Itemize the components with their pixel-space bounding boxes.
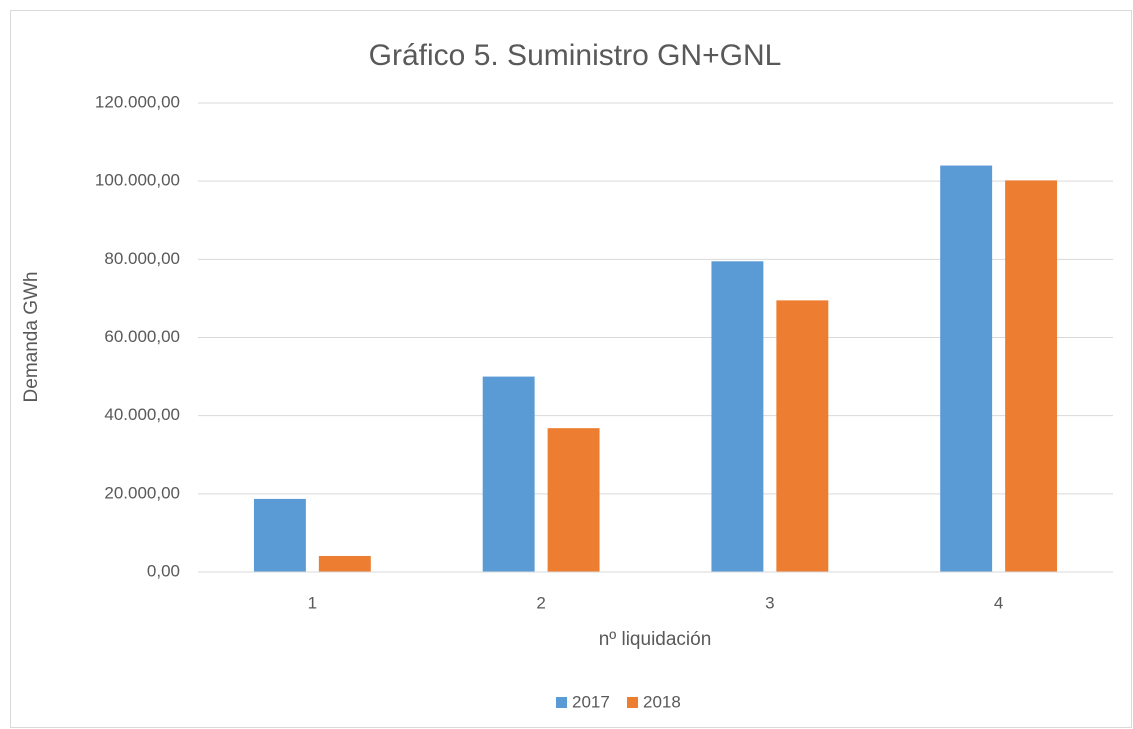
x-tick-label: 3 (765, 593, 774, 612)
bar (1005, 180, 1058, 572)
y-tick-label: 0,00 (147, 561, 180, 580)
chart-title: Gráfico 5. Suministro GN+GNL (369, 39, 782, 72)
bar (253, 498, 306, 572)
bar (940, 165, 993, 573)
legend-label: 2018 (643, 692, 681, 711)
bar (547, 428, 600, 572)
bar (776, 300, 829, 572)
bar (482, 376, 535, 572)
legend-label: 2017 (572, 692, 610, 711)
y-axis-label: Demanda GWh (21, 272, 42, 403)
y-tick-label: 100.000,00 (95, 171, 180, 190)
x-axis-label: nº liquidación (599, 629, 712, 650)
y-tick-label: 120.000,00 (95, 92, 180, 111)
legend-swatch (627, 697, 638, 708)
y-tick-label: 20.000,00 (104, 483, 180, 502)
chart-border (10, 10, 1132, 728)
x-tick-label: 2 (536, 593, 545, 612)
y-tick-label: 80.000,00 (104, 249, 180, 268)
legend-swatch (556, 697, 567, 708)
bar (318, 555, 371, 572)
x-tick-label: 4 (994, 593, 1003, 612)
x-tick-label: 1 (308, 593, 317, 612)
bar (711, 261, 764, 572)
y-tick-label: 60.000,00 (104, 327, 180, 346)
y-tick-label: 40.000,00 (104, 405, 180, 424)
